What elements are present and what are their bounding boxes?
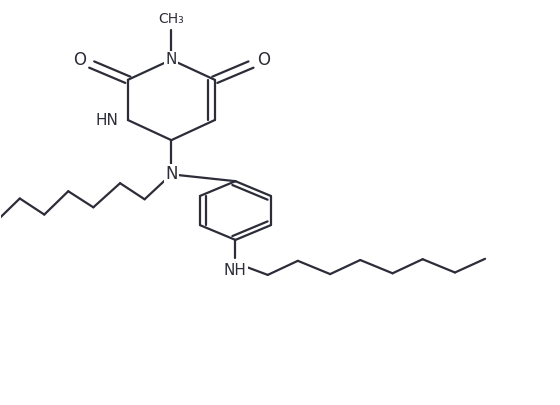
Text: O: O <box>256 51 270 69</box>
Text: N: N <box>165 165 178 183</box>
Text: O: O <box>73 51 86 69</box>
Text: CH₃: CH₃ <box>158 13 184 26</box>
Text: HN: HN <box>95 113 118 128</box>
Text: N: N <box>166 52 177 67</box>
Text: NH: NH <box>224 263 247 278</box>
